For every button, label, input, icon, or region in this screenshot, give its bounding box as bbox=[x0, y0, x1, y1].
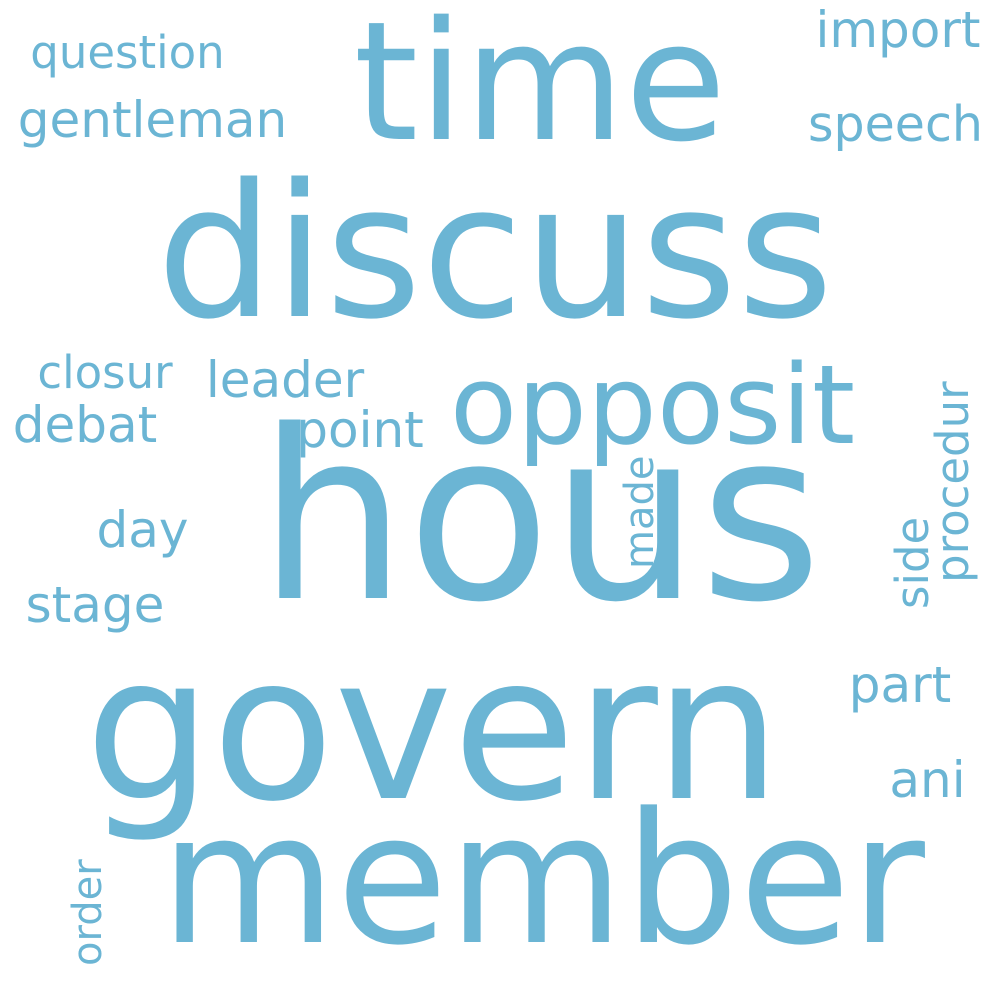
word-gentleman: gentleman bbox=[17, 91, 288, 149]
word-discuss: discuss bbox=[156, 144, 834, 360]
word-side: side bbox=[886, 516, 939, 609]
word-stage: stage bbox=[25, 576, 165, 634]
word-speech: speech bbox=[808, 95, 983, 154]
word-opposit: opposit bbox=[449, 341, 856, 469]
word-order: order bbox=[65, 859, 111, 966]
word-ani: ani bbox=[889, 751, 966, 809]
word-question: question bbox=[30, 26, 225, 79]
word-member: member bbox=[160, 774, 925, 986]
word-hous: hous bbox=[257, 381, 823, 654]
word-govern: govern bbox=[84, 613, 782, 846]
word-time: time bbox=[353, 0, 727, 178]
word-part: part bbox=[848, 656, 952, 714]
word-made: made bbox=[617, 455, 663, 570]
word-debat: debat bbox=[12, 396, 158, 454]
word-leader: leader bbox=[205, 351, 365, 409]
word-closur: closur bbox=[37, 346, 173, 399]
word-point: point bbox=[296, 401, 424, 459]
word-import: import bbox=[815, 1, 981, 59]
word-day: day bbox=[96, 501, 189, 559]
